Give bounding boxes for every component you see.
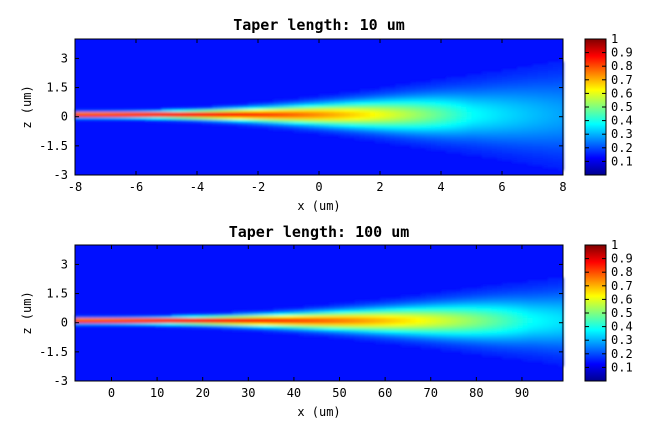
x-tick-label: 0 bbox=[108, 386, 115, 400]
x-tick-label: 50 bbox=[332, 386, 346, 400]
x-tick-label: 40 bbox=[287, 386, 301, 400]
y-tick-label: -3 bbox=[54, 168, 68, 182]
x-tick-label: 6 bbox=[498, 180, 505, 194]
colorbar-tick-label: 0.5 bbox=[611, 306, 633, 320]
x-tick-label: 8 bbox=[559, 180, 566, 194]
chart-title-2: Taper length: 100 um bbox=[229, 223, 410, 241]
x-tick-label: 90 bbox=[515, 386, 529, 400]
colorbar-tick-label: 0.9 bbox=[611, 252, 633, 266]
y-tick-label: 1.5 bbox=[46, 287, 68, 301]
colorbar-tick-label: 1 bbox=[611, 238, 618, 252]
x-tick-label: -4 bbox=[190, 180, 204, 194]
x-tick-label: 30 bbox=[241, 386, 255, 400]
colorbar-tick-label: 0.5 bbox=[611, 100, 633, 114]
y-axis-label-1: z (um) bbox=[20, 85, 34, 128]
colorbar-tick-label: 0.1 bbox=[611, 154, 633, 168]
x-tick-label: 4 bbox=[437, 180, 444, 194]
x-tick-label: -2 bbox=[251, 180, 265, 194]
y-tick-label: 0 bbox=[61, 110, 68, 124]
heatmap-panel-2: Taper length: 100 um 0 10 20 30 40 50 60 70 80 90… bbox=[20, 223, 633, 419]
colorbar-tick-label: 0.8 bbox=[611, 59, 633, 73]
colorbar-tick-label: 0.2 bbox=[611, 347, 633, 361]
colorbar-2: 0.10.20.30.40.50.60.70.80.91 bbox=[584, 238, 633, 382]
x-axis-label-2: x (um) bbox=[297, 405, 340, 419]
x-tick-label: 10 bbox=[150, 386, 164, 400]
y-tick-label: -1.5 bbox=[39, 345, 68, 359]
heatmap-panel-1: Taper length: 10 um -8 -6 -4 -2 0 2 4 6 8 -3 -1.5… bbox=[20, 16, 633, 213]
x-tick-label: -6 bbox=[129, 180, 143, 194]
x-axis-2: 0 10 20 30 40 50 60 70 80 90 bbox=[108, 245, 529, 400]
colorbar-tick-label: 0.3 bbox=[611, 333, 633, 347]
y-tick-label: 3 bbox=[61, 257, 68, 271]
colorbar-tick-label: 0.4 bbox=[611, 320, 633, 334]
x-tick-label: 0 bbox=[315, 180, 322, 194]
colorbar-tick-label: 0.2 bbox=[611, 141, 633, 155]
y-tick-label: 1.5 bbox=[46, 81, 68, 95]
heatmap-field-1 bbox=[74, 38, 564, 176]
x-tick-label: 70 bbox=[424, 386, 438, 400]
colorbar-tick-label: 0.4 bbox=[611, 114, 633, 128]
chart-title-1: Taper length: 10 um bbox=[233, 16, 405, 34]
colorbar-tick-label: 0.8 bbox=[611, 265, 633, 279]
x-tick-label: 60 bbox=[378, 386, 392, 400]
plot-frame bbox=[74, 244, 564, 382]
colorbar-tick-label: 0.1 bbox=[611, 360, 633, 374]
y-tick-label: 3 bbox=[61, 51, 68, 65]
x-tick-label: -8 bbox=[68, 180, 82, 194]
y-tick-label: 0 bbox=[61, 316, 68, 330]
y-axis-2: -3 -1.5 0 1.5 3 bbox=[39, 257, 563, 388]
y-tick-label: -3 bbox=[54, 374, 68, 388]
colorbar-tick-label: 0.7 bbox=[611, 279, 633, 293]
x-tick-label: 2 bbox=[376, 180, 383, 194]
heatmap-field-2 bbox=[74, 244, 564, 382]
y-axis-label-2: z (um) bbox=[20, 291, 34, 334]
x-axis-1: -8 -6 -4 -2 0 2 4 6 8 bbox=[68, 39, 567, 194]
x-axis-label-1: x (um) bbox=[297, 199, 340, 213]
colorbar-tick-label: 0.6 bbox=[611, 292, 633, 306]
y-tick-label: -1.5 bbox=[39, 139, 68, 153]
colorbar-tick-label: 0.9 bbox=[611, 46, 633, 60]
x-tick-label: 20 bbox=[195, 386, 209, 400]
x-tick-label: 80 bbox=[469, 386, 483, 400]
colorbar-1: 0.10.20.30.40.50.60.70.80.91 bbox=[584, 32, 633, 176]
colorbar-tick-label: 1 bbox=[611, 32, 618, 46]
colorbar-tick-label: 0.7 bbox=[611, 73, 633, 87]
colorbar-tick-label: 0.6 bbox=[611, 86, 633, 100]
y-axis-1: -3 -1.5 0 1.5 3 bbox=[39, 51, 563, 182]
colorbar-tick-label: 0.3 bbox=[611, 127, 633, 141]
